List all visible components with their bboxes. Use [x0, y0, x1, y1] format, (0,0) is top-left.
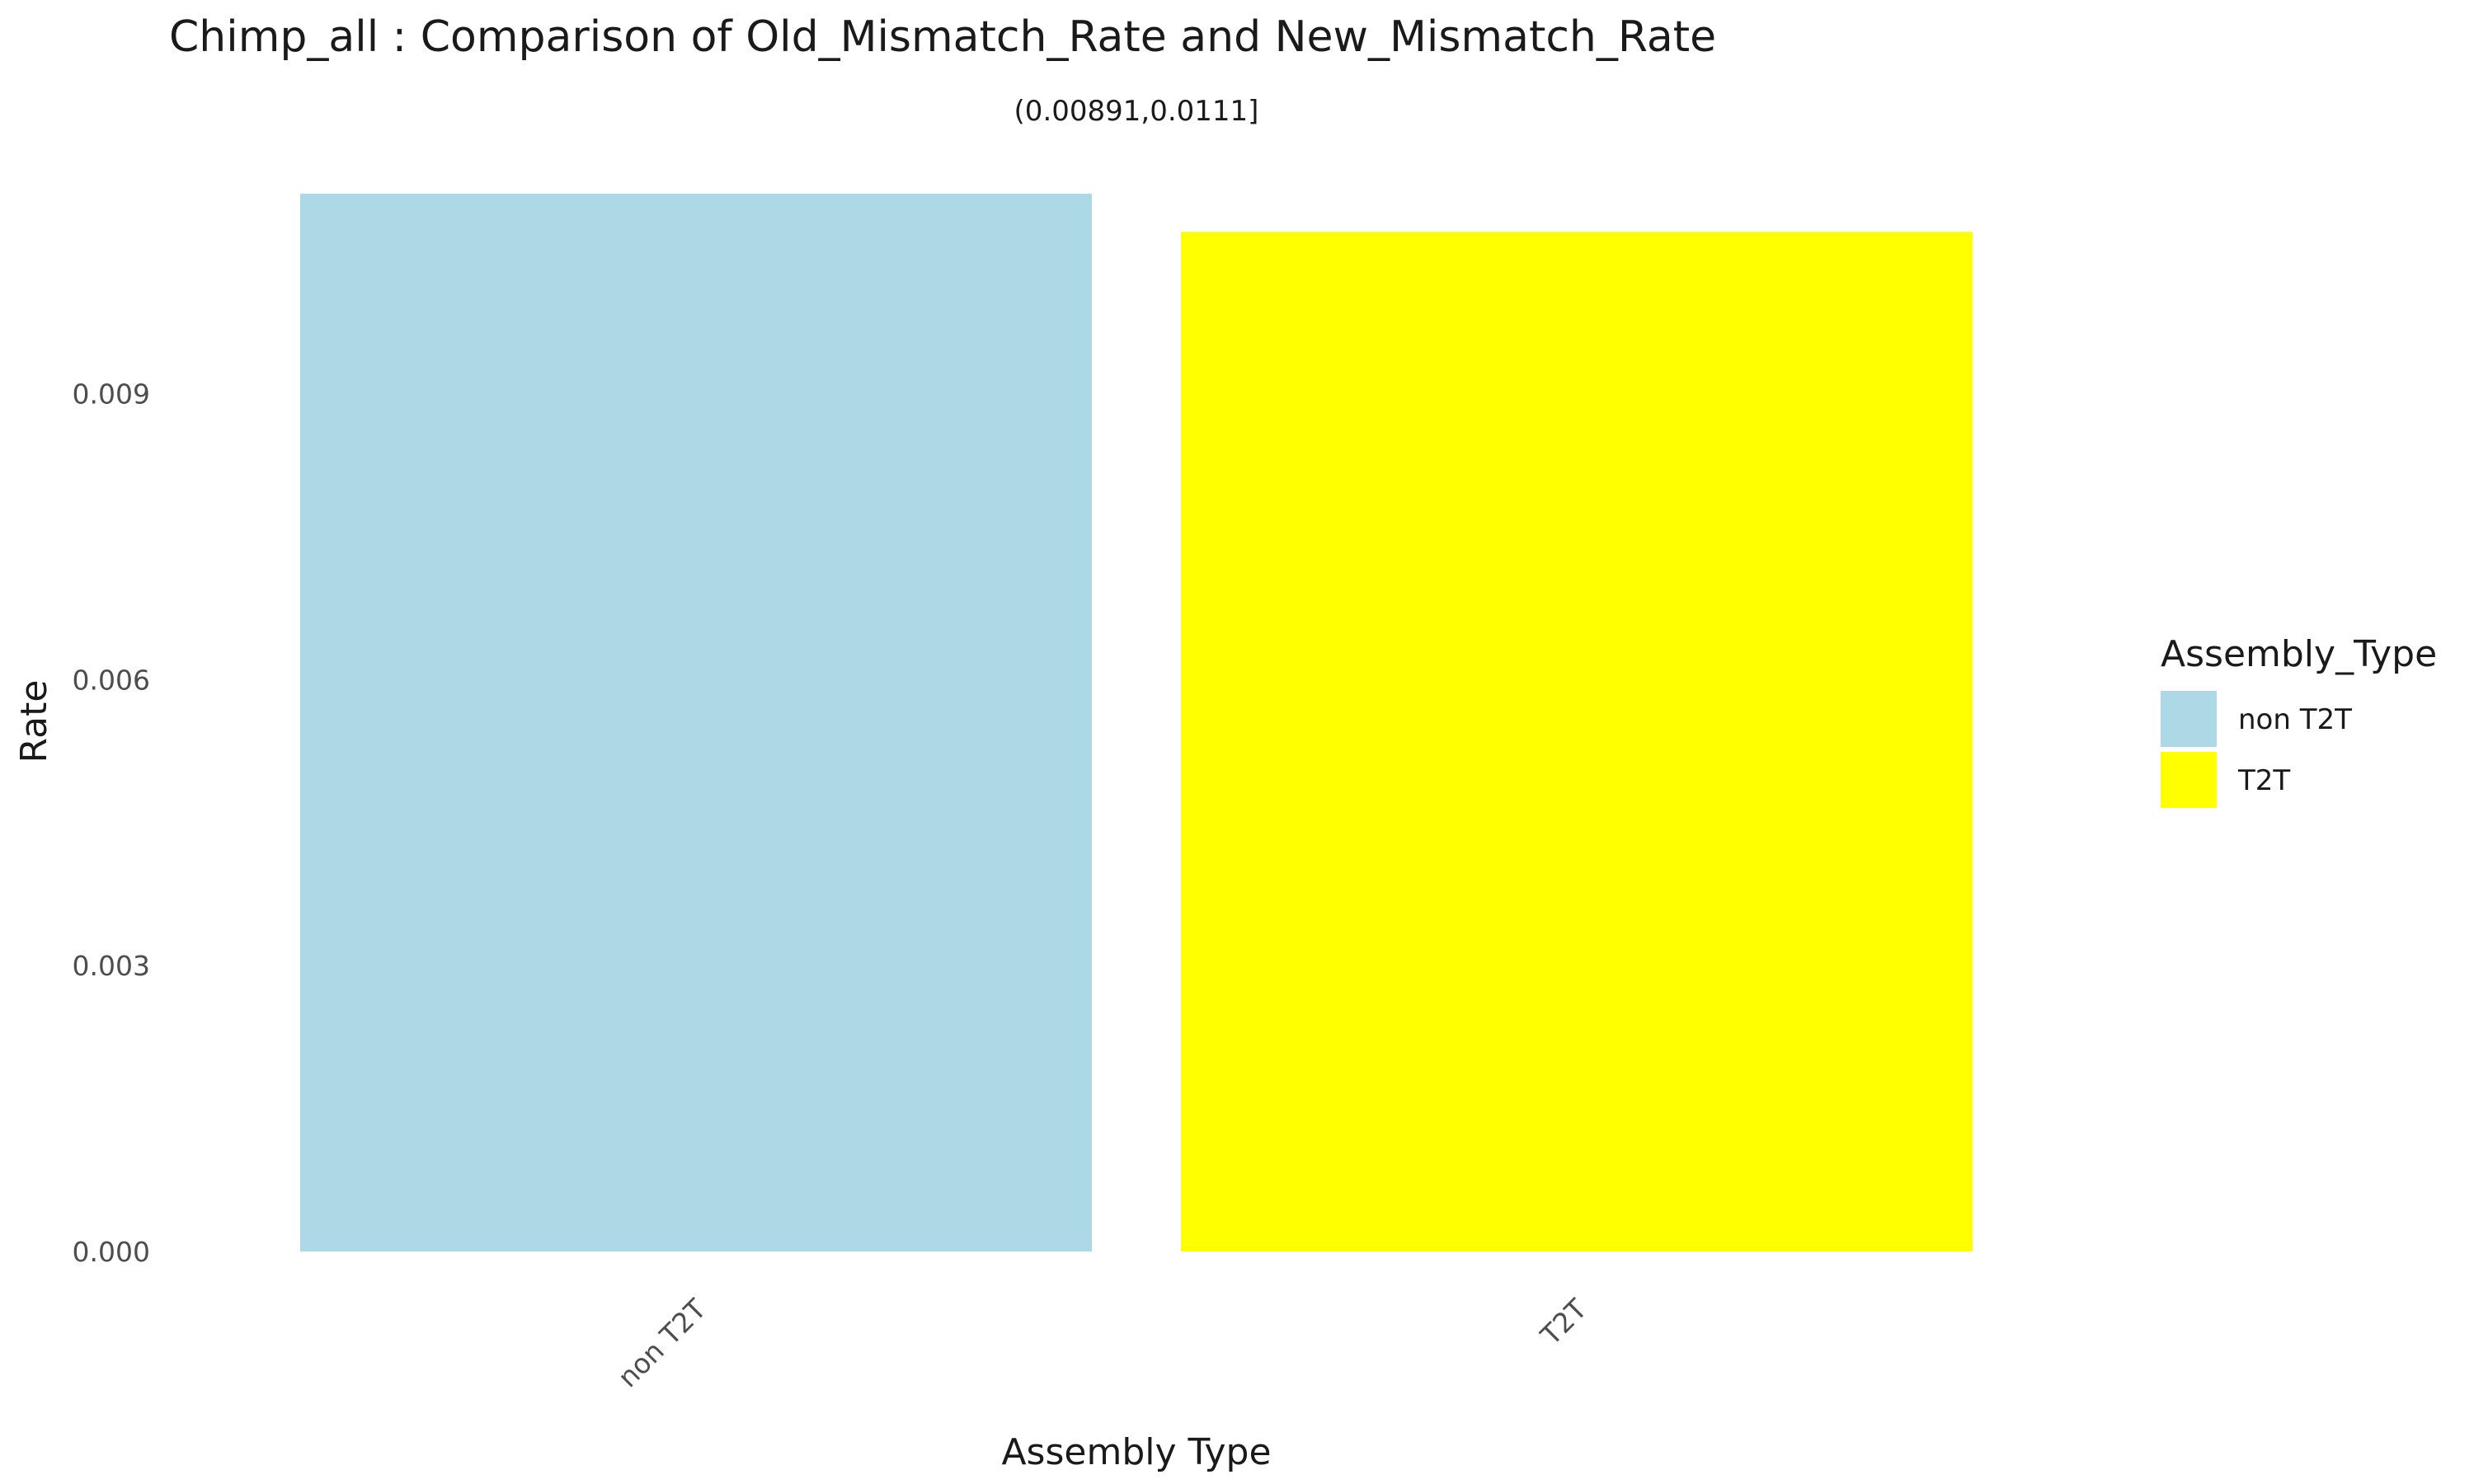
y-axis-title: Rate: [13, 680, 55, 763]
legend-item: T2T: [2161, 752, 2290, 808]
x-tick-label: T2T: [1534, 1292, 1593, 1351]
y-tick-label: 0.003: [73, 950, 150, 982]
y-axis-ticks: 0.000 0.003 0.006 0.009: [73, 378, 150, 1268]
legend-swatch: [2161, 752, 2217, 808]
chart-title: Chimp_all : Comparison of Old_Mismatch_R…: [169, 12, 1716, 62]
bars: [300, 194, 1973, 1252]
x-axis-title: Assembly Type: [1001, 1431, 1271, 1473]
bar-non-t2t: [300, 194, 1092, 1252]
bar-t2t: [1181, 232, 1973, 1252]
chart-subtitle: (0.00891,0.0111]: [1014, 95, 1259, 128]
y-tick-label: 0.000: [73, 1236, 150, 1268]
legend-item: non T2T: [2161, 691, 2352, 747]
legend: Assembly_Type non T2T T2T: [2161, 633, 2437, 808]
y-tick-label: 0.006: [73, 664, 150, 696]
x-axis-ticks: non T2T T2T: [611, 1292, 1593, 1393]
legend-label: non T2T: [2238, 703, 2352, 736]
legend-title: Assembly_Type: [2161, 633, 2437, 675]
legend-items: non T2T T2T: [2161, 691, 2352, 808]
plot-area: 0.000 0.003 0.006 0.009 non T2T T2T: [73, 194, 1973, 1393]
legend-swatch: [2161, 691, 2217, 747]
x-tick-label: non T2T: [611, 1292, 713, 1393]
y-tick-label: 0.009: [73, 378, 150, 411]
legend-label: T2T: [2237, 764, 2290, 797]
